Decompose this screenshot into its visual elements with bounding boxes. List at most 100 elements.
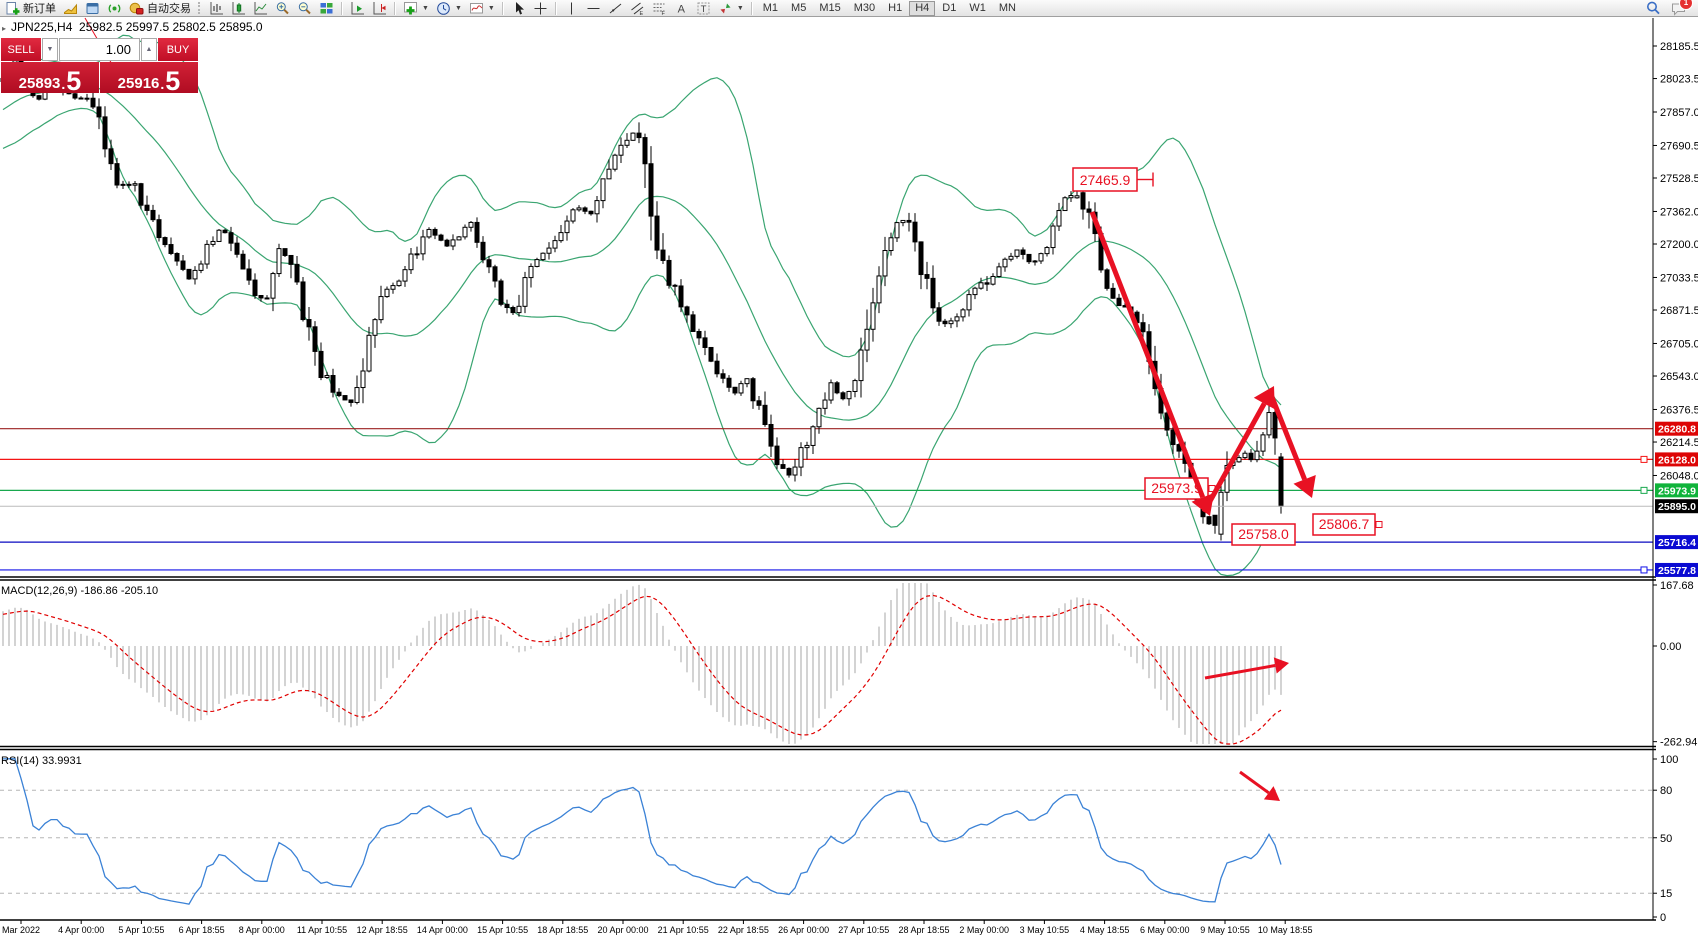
tab-timeframe-h4[interactable]: H4 [909,0,936,16]
search-icon[interactable] [1646,1,1661,16]
candle-body [246,268,252,281]
rsi-scale-label: 100 [1660,754,1678,766]
candle-body [444,239,450,247]
tab-timeframe-w1[interactable]: W1 [969,1,986,14]
periods-button[interactable]: ▼ [433,0,465,16]
data-window-button[interactable] [82,0,103,16]
candle-body [930,277,936,309]
one-click-collapse-arrow[interactable]: ▸ [2,24,7,33]
vertical-line-button[interactable] [561,0,582,16]
time-axis-label: 4 Apr 00:00 [58,925,104,935]
svg-text:26280.8: 26280.8 [1658,424,1696,436]
text-button[interactable]: A [671,0,692,16]
auto-scroll-icon [351,1,364,14]
svg-text:25895.0: 25895.0 [1658,501,1696,513]
new-order-icon [6,1,20,15]
candle-body [198,263,204,271]
market-watch-button[interactable] [60,0,81,16]
templates-button[interactable]: ▼ [466,0,498,16]
candle-body [396,280,402,287]
navigator-button[interactable] [104,0,125,16]
candle-body [294,263,300,283]
tab-timeframe-m1[interactable]: M1 [762,1,779,14]
annotations[interactable]: 27465.9 25973.9 25758.0 25806.7 [1072,167,1383,546]
candle-body [990,275,996,285]
tile-windows-button[interactable] [316,0,337,16]
volume-input[interactable]: 1.00 [59,38,140,61]
toolbar-grip [198,2,202,14]
fibonacci-button[interactable]: F [649,0,670,16]
notification-badge: 1 [1679,0,1693,10]
candle-body [834,382,840,394]
sell-price-dot: . [61,75,66,92]
tab-timeframe-h1[interactable]: H1 [888,1,903,14]
text-label-button[interactable]: T [693,0,714,16]
candle-body [852,380,858,392]
trend-arrows[interactable] [1089,211,1316,801]
candle-body [36,95,42,100]
new-order-button[interactable]: 新订单 [2,0,59,16]
cursor-icon [515,1,524,14]
candle-body [102,116,108,150]
y-axis-tick-label: 26543.0 [1660,371,1698,383]
candle-body [264,297,270,300]
arrows-button[interactable]: ▼ [715,0,747,16]
chart-shift-icon [373,1,386,14]
line-chart-button[interactable] [250,0,271,16]
macd-scale-label: 0.00 [1660,641,1681,653]
candlesticks [0,57,1284,541]
crosshair-button[interactable] [530,0,551,16]
toolbar-separator [394,1,396,15]
candle-body [804,444,810,449]
svg-text:25973.9: 25973.9 [1658,485,1696,497]
candle-body [846,390,852,400]
candle-body [126,183,132,186]
sell-price[interactable]: 25893. 5 [1,62,99,96]
candle-body [1002,258,1008,268]
horizontal-price-lines[interactable] [0,428,1653,574]
trendline-button[interactable] [605,0,626,16]
tab-timeframe-m5[interactable]: M5 [791,1,807,14]
candle-body [786,467,792,476]
candle-body [624,139,630,146]
y-axis-tick-label: 27528.5 [1660,173,1698,185]
zoom-out-button[interactable] [294,0,315,16]
candlestick-chart-button[interactable] [228,0,249,16]
auto-scroll-button[interactable] [347,0,368,16]
candle-body [498,280,504,305]
arrow-head [1191,493,1214,516]
sell-price-int: 25893 [18,74,61,92]
annotation-handle [1375,521,1383,528]
sell-price-big-digit: 5 [66,65,82,96]
candle-body [894,222,900,239]
bar-chart-button[interactable] [206,0,227,16]
tab-timeframe-d1[interactable]: D1 [942,1,957,14]
chat-button[interactable]: 1 [1671,0,1693,16]
one-click-trading-panel: SELL ▼ 1.00 ▲ BUY 25893. 5 25916. 5 [1,38,198,96]
tab-timeframe-m30[interactable]: M30 [853,1,876,14]
candle-body [114,163,120,186]
volume-increase-stepper[interactable]: ▲ [141,38,157,61]
buy-price[interactable]: 25916. 5 [100,62,198,94]
candle-body [342,395,348,401]
chart-shift-button[interactable] [369,0,390,16]
toolbar-separator [750,1,753,15]
equidistant-channel-button[interactable]: E [627,0,648,16]
candle-body [1020,249,1026,255]
zoom-in-button[interactable] [272,0,293,16]
tab-timeframe-m15[interactable]: M15 [819,1,841,14]
autotrading-button[interactable]: 自动交易 [126,0,194,16]
candle-body [678,285,684,308]
candle-body [1170,429,1176,446]
cursor-button[interactable] [508,0,529,16]
sell-button[interactable]: SELL [1,38,41,61]
volume-decrease-stepper[interactable]: ▼ [42,38,58,61]
candle-body [576,207,582,211]
horizontal-line-button[interactable] [583,0,604,16]
line-chart-icon [254,1,267,14]
chart-title: JPN225,H4 25982.5 25997.5 25802.5 25895.… [11,20,263,34]
buy-button[interactable]: BUY [158,38,198,61]
indicators-button[interactable]: ▼ [400,0,432,16]
tab-timeframe-mn[interactable]: MN [998,1,1016,14]
